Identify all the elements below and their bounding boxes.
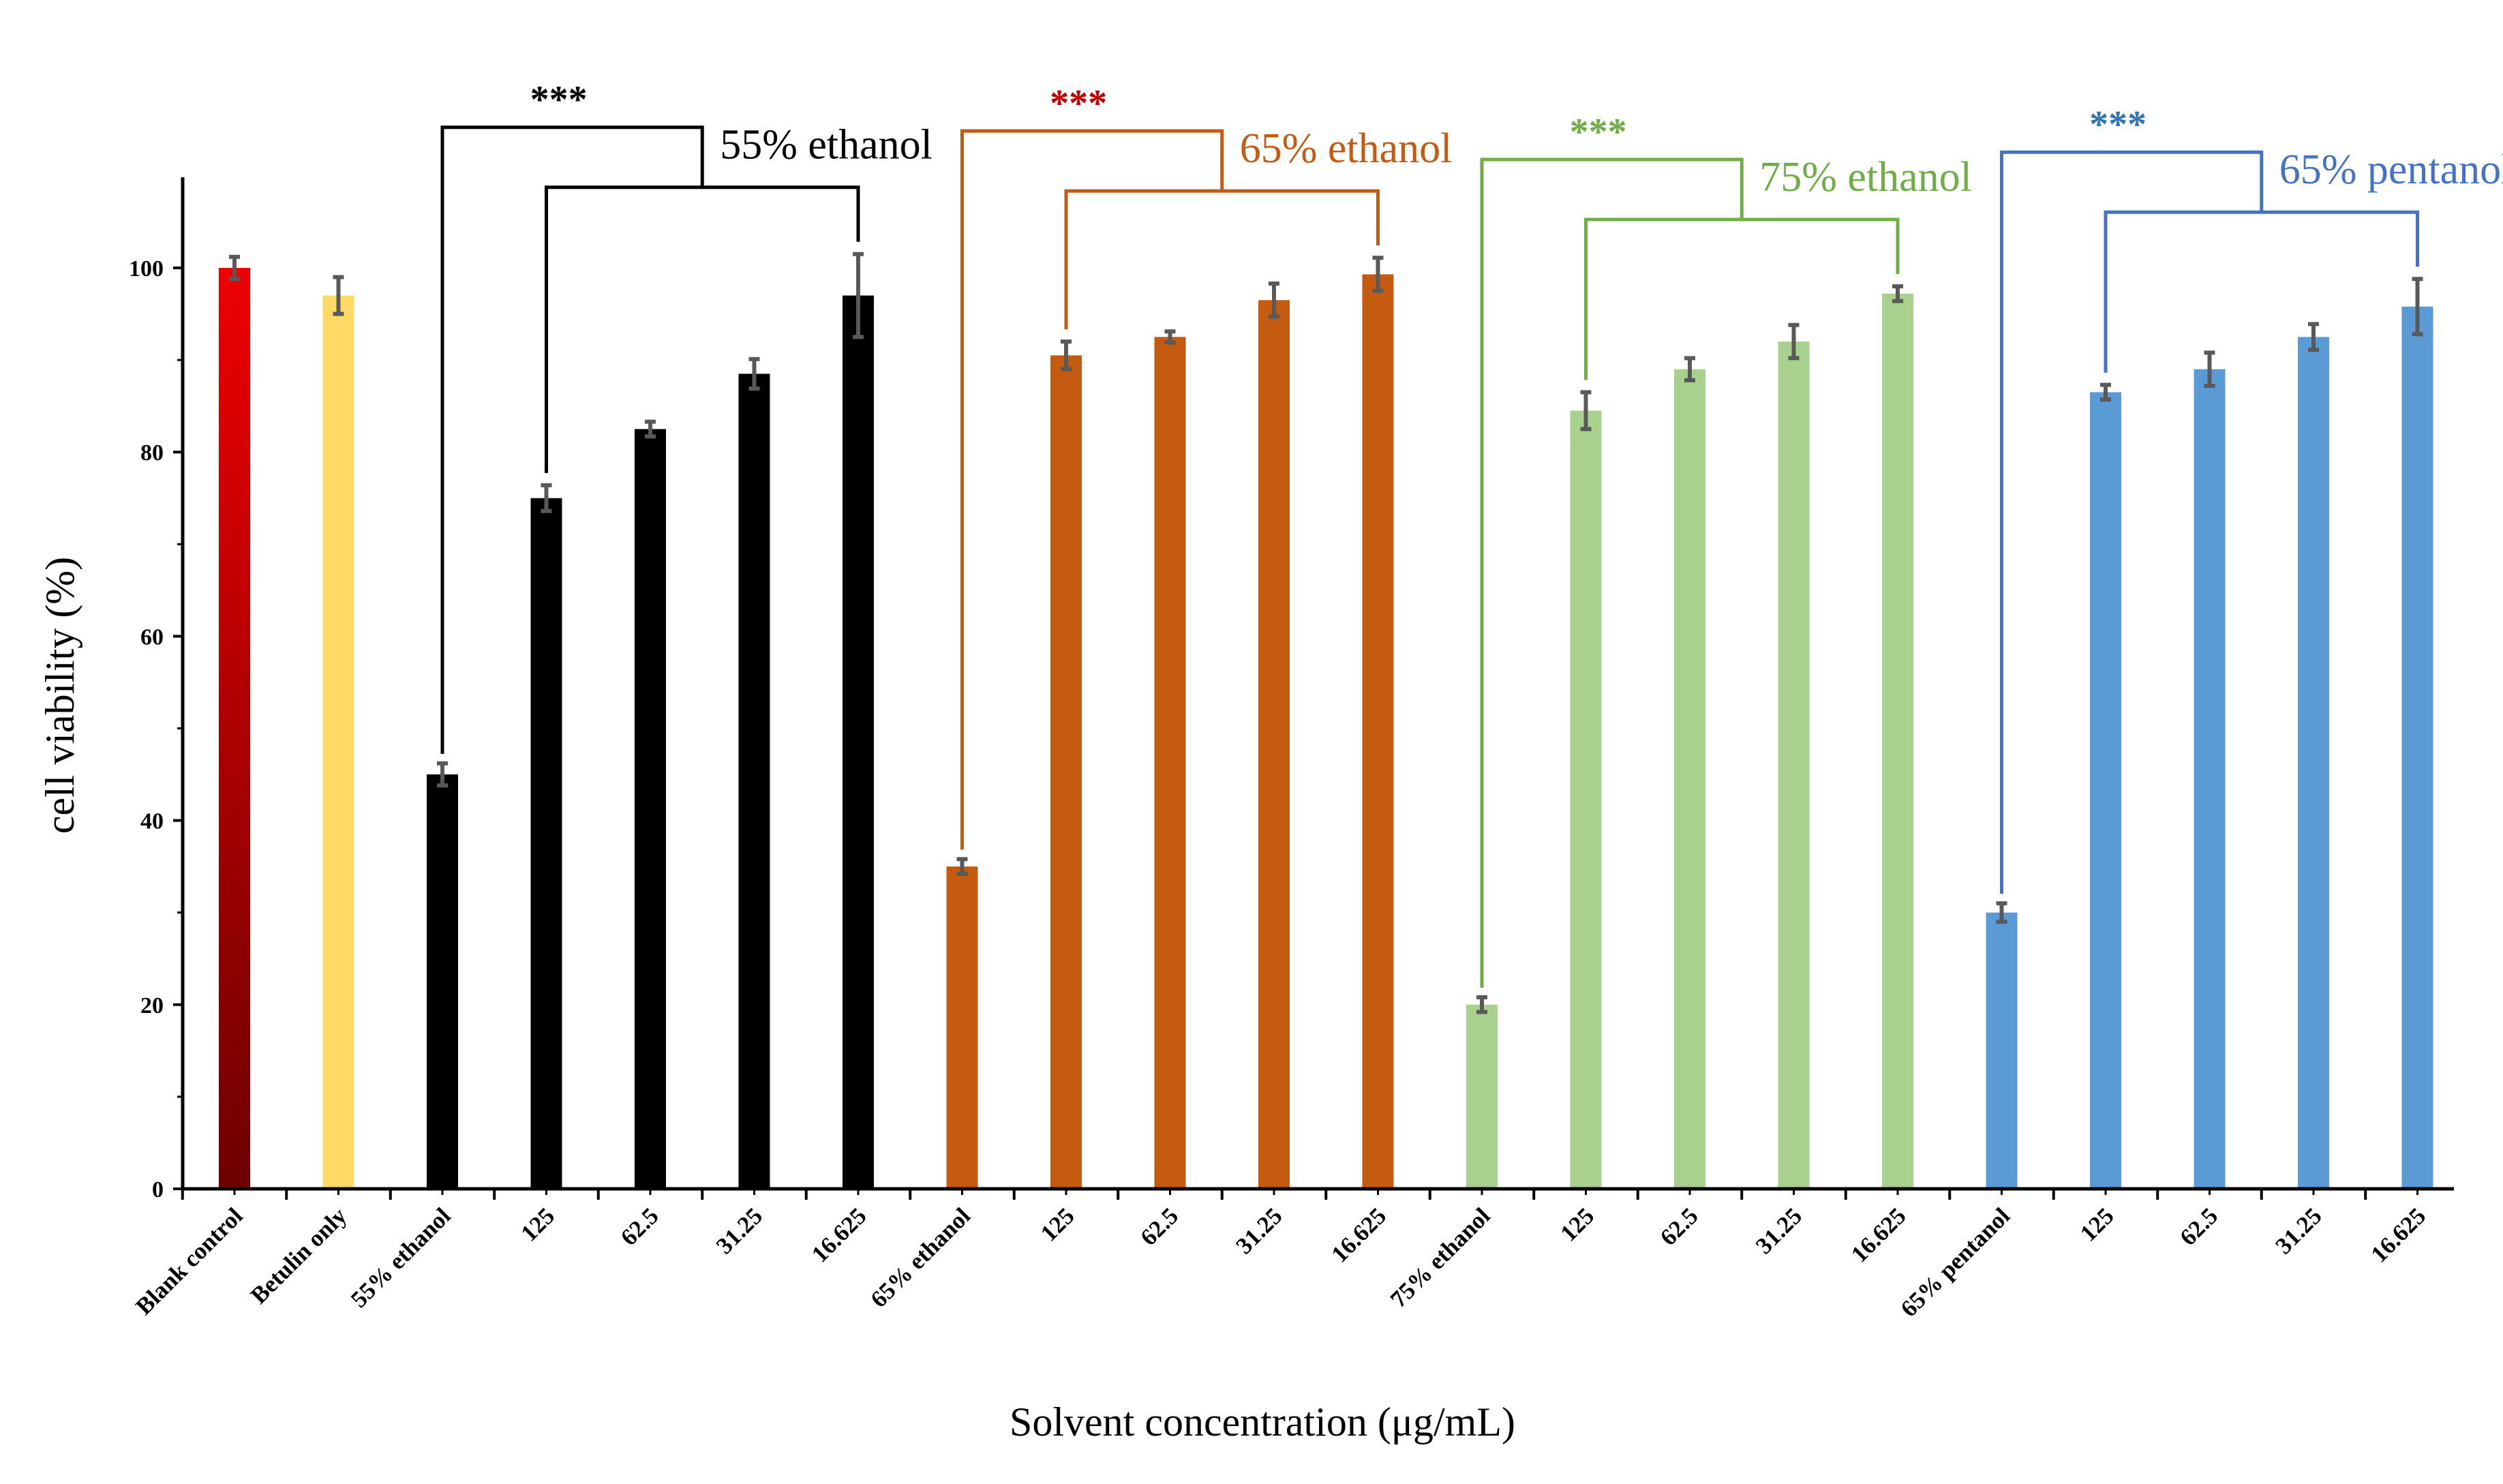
y-axis-title: cell viability (%) bbox=[37, 557, 82, 834]
x-tick-label-16: 16.625 bbox=[1846, 1202, 1911, 1268]
x-tick-label-12: 75% ethanol bbox=[1385, 1202, 1496, 1313]
bar-17 bbox=[1986, 912, 2018, 1189]
error-bar-0 bbox=[229, 254, 240, 282]
bar-8 bbox=[1050, 355, 1082, 1189]
y-tick-label-100: 100 bbox=[129, 256, 164, 282]
error-bar-8 bbox=[1061, 339, 1072, 372]
error-bar-11 bbox=[1372, 256, 1384, 293]
bar-14 bbox=[1674, 369, 1705, 1189]
x-axis-title: Solvent concentration (μg/mL) bbox=[1010, 1399, 1515, 1444]
x-tick-label-9: 62.5 bbox=[1135, 1202, 1183, 1251]
bar-3 bbox=[530, 498, 562, 1189]
error-bar-17 bbox=[1996, 901, 2007, 924]
bar-18 bbox=[2090, 392, 2121, 1189]
group-label-0: 55% ethanol bbox=[720, 122, 932, 168]
error-bar-14 bbox=[1684, 356, 1695, 382]
x-tick-label-20: 31.25 bbox=[2270, 1202, 2326, 1259]
bar-20 bbox=[2298, 337, 2329, 1190]
bar-13 bbox=[1570, 410, 1602, 1189]
significance-stars-3: *** bbox=[2089, 104, 2146, 146]
bar-5 bbox=[738, 374, 770, 1189]
error-bar-6 bbox=[853, 252, 864, 339]
bar-11 bbox=[1362, 274, 1394, 1189]
error-bar-15 bbox=[1788, 322, 1800, 361]
error-bar-19 bbox=[2204, 350, 2215, 388]
bar-1 bbox=[322, 295, 354, 1189]
bar-15 bbox=[1778, 342, 1810, 1190]
x-tick-label-18: 125 bbox=[2075, 1202, 2119, 1247]
x-tick-label-11: 16.625 bbox=[1326, 1202, 1392, 1268]
error-bar-5 bbox=[748, 357, 760, 391]
y-tick-label-20: 20 bbox=[140, 993, 164, 1018]
error-bar-9 bbox=[1164, 329, 1176, 345]
significance-bracket-3 bbox=[2000, 150, 2419, 894]
y-tick-label-40: 40 bbox=[140, 809, 164, 834]
error-bar-4 bbox=[645, 419, 656, 439]
group-label-1: 65% ethanol bbox=[1240, 125, 1453, 172]
x-tick-label-5: 31.25 bbox=[711, 1202, 768, 1259]
error-bar-7 bbox=[956, 857, 968, 876]
x-tick-label-17: 65% pentanol bbox=[1896, 1202, 2016, 1322]
significance-stars-1: *** bbox=[1050, 82, 1107, 125]
x-tick-label-8: 125 bbox=[1035, 1202, 1080, 1247]
error-bar-18 bbox=[2100, 382, 2111, 402]
error-bar-12 bbox=[1476, 995, 1487, 1014]
bar-0 bbox=[219, 268, 250, 1189]
error-bar-10 bbox=[1269, 281, 1279, 319]
x-tick-label-21: 16.625 bbox=[2366, 1202, 2431, 1268]
x-tick-label-1: Betulin only bbox=[245, 1202, 352, 1309]
bar-6 bbox=[843, 295, 874, 1189]
x-tick-label-7: 65% ethanol bbox=[866, 1202, 976, 1313]
error-bar-13 bbox=[1580, 390, 1592, 431]
x-tick-label-2: 55% ethanol bbox=[346, 1202, 456, 1313]
significance-bracket-1 bbox=[960, 129, 1380, 850]
bar-19 bbox=[2194, 369, 2226, 1189]
x-tick-label-0: Blank control bbox=[130, 1202, 247, 1320]
x-tick-label-14: 62.5 bbox=[1655, 1202, 1703, 1251]
bar-9 bbox=[1154, 337, 1186, 1190]
bar-7 bbox=[946, 866, 978, 1189]
significance-bracket-2 bbox=[1480, 157, 1900, 988]
significance-bracket-0 bbox=[440, 125, 860, 754]
x-tick-label-19: 62.5 bbox=[2174, 1202, 2223, 1251]
bar-2 bbox=[427, 774, 458, 1189]
error-bar-2 bbox=[437, 761, 448, 788]
y-tick-label-0: 0 bbox=[152, 1177, 164, 1202]
error-bar-20 bbox=[2308, 322, 2319, 352]
group-label-2: 75% ethanol bbox=[1759, 154, 1972, 200]
x-tick-label-3: 125 bbox=[515, 1202, 560, 1247]
error-bar-16 bbox=[1892, 284, 1903, 303]
error-bar-21 bbox=[2412, 277, 2423, 337]
x-tick-label-10: 31.25 bbox=[1230, 1202, 1287, 1259]
error-bar-1 bbox=[333, 275, 344, 316]
bar-4 bbox=[635, 429, 666, 1189]
group-label-3: 65% pentanol bbox=[2279, 147, 2503, 193]
bar-10 bbox=[1258, 300, 1290, 1189]
error-bar-3 bbox=[541, 483, 552, 513]
y-tick-label-60: 60 bbox=[140, 624, 164, 650]
x-tick-label-15: 31.25 bbox=[1750, 1202, 1807, 1259]
bar-12 bbox=[1466, 1004, 1498, 1189]
x-tick-label-13: 125 bbox=[1555, 1202, 1599, 1247]
significance-stars-2: *** bbox=[1570, 111, 1627, 153]
x-tick-label-4: 62.5 bbox=[616, 1202, 664, 1251]
bar-16 bbox=[1882, 293, 1913, 1189]
y-tick-label-80: 80 bbox=[140, 440, 164, 466]
bar-21 bbox=[2401, 306, 2433, 1190]
significance-stars-0: *** bbox=[530, 79, 588, 121]
x-tick-label-6: 16.625 bbox=[806, 1202, 872, 1268]
